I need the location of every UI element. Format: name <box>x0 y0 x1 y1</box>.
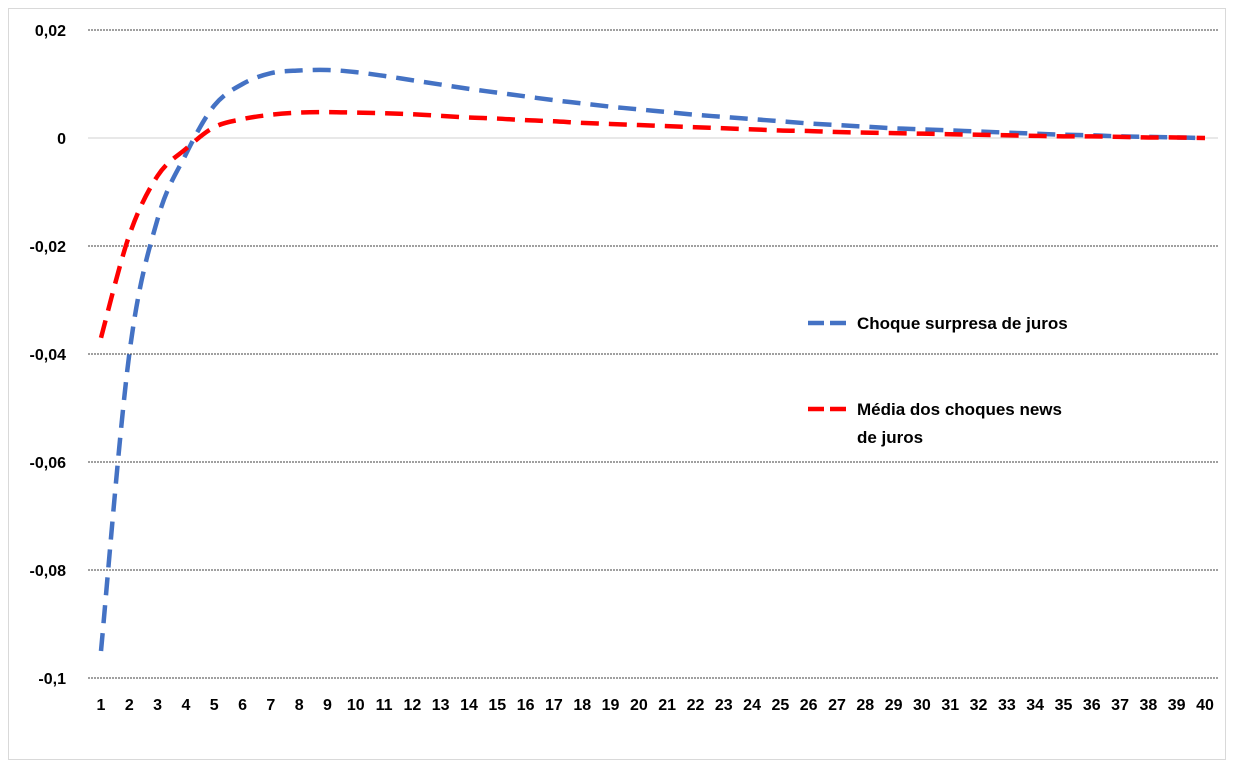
y-tick-label: 0 <box>57 131 66 148</box>
x-tick-label: 26 <box>800 697 818 714</box>
y-tick-label: -0,06 <box>30 455 67 472</box>
legend: Choque surpresa de juros Média dos choque… <box>808 314 1068 447</box>
x-tick-label: 7 <box>266 697 275 714</box>
x-tick-label: 30 <box>913 697 931 714</box>
x-tick-label: 28 <box>856 697 874 714</box>
x-tick-label: 12 <box>403 697 421 714</box>
legend-label-1: Choque surpresa de juros <box>857 314 1068 333</box>
x-tick-label: 8 <box>295 697 304 714</box>
x-tick-label: 16 <box>517 697 535 714</box>
x-tick-label: 9 <box>323 697 332 714</box>
legend-label-2: Média dos choques news <box>857 400 1062 419</box>
x-tick-label: 17 <box>545 697 563 714</box>
legend-label-2: de juros <box>857 428 923 447</box>
x-tick-label: 20 <box>630 697 648 714</box>
x-tick-label: 40 <box>1196 697 1214 714</box>
x-tick-label: 15 <box>488 697 506 714</box>
gridlines <box>88 29 1218 679</box>
x-tick-label: 2 <box>125 697 134 714</box>
x-tick-label: 27 <box>828 697 846 714</box>
x-tick-label: 33 <box>998 697 1016 714</box>
x-tick-label: 21 <box>658 697 676 714</box>
x-tick-label: 25 <box>771 697 789 714</box>
x-tick-label: 24 <box>743 697 761 714</box>
x-tick-label: 10 <box>347 697 365 714</box>
x-tick-label: 34 <box>1026 697 1044 714</box>
x-tick-label: 19 <box>602 697 620 714</box>
x-tick-label: 18 <box>573 697 591 714</box>
x-tick-label: 29 <box>885 697 903 714</box>
x-tick-label: 6 <box>238 697 247 714</box>
x-tick-label: 23 <box>715 697 733 714</box>
x-tick-label: 13 <box>432 697 450 714</box>
y-tick-label: -0,1 <box>38 671 66 688</box>
x-tick-label: 3 <box>153 697 162 714</box>
y-tick-label: 0,02 <box>35 23 66 40</box>
x-axis-tick-labels: 1 2 3 4 5 6 7 8 9 10 11 12 13 14 15 16 17 18 19 20 21 22 23 24 2… <box>97 697 1214 714</box>
x-tick-label: 4 <box>181 697 190 714</box>
x-tick-label: 36 <box>1083 697 1101 714</box>
y-axis-tick-labels: 0,02 0 -0,02 -0,04 -0,06 -0,08 -0,1 <box>30 23 67 688</box>
x-tick-label: 32 <box>970 697 988 714</box>
x-tick-label: 1 <box>97 697 106 714</box>
x-tick-label: 11 <box>376 697 393 714</box>
series-line-1 <box>98 67 1206 652</box>
x-tick-label: 14 <box>460 697 478 714</box>
y-tick-label: -0,04 <box>30 347 67 364</box>
x-tick-label: 38 <box>1139 697 1157 714</box>
y-tick-label: -0,08 <box>30 563 67 580</box>
x-tick-label: 39 <box>1168 697 1186 714</box>
x-tick-label: 37 <box>1111 697 1129 714</box>
y-tick-label: -0,02 <box>30 239 67 256</box>
x-tick-label: 35 <box>1055 697 1073 714</box>
x-tick-label: 22 <box>687 697 705 714</box>
x-tick-label: 31 <box>941 697 959 714</box>
series-line-2 <box>98 109 1206 339</box>
series-lines <box>98 67 1206 652</box>
x-tick-label: 5 <box>210 697 219 714</box>
